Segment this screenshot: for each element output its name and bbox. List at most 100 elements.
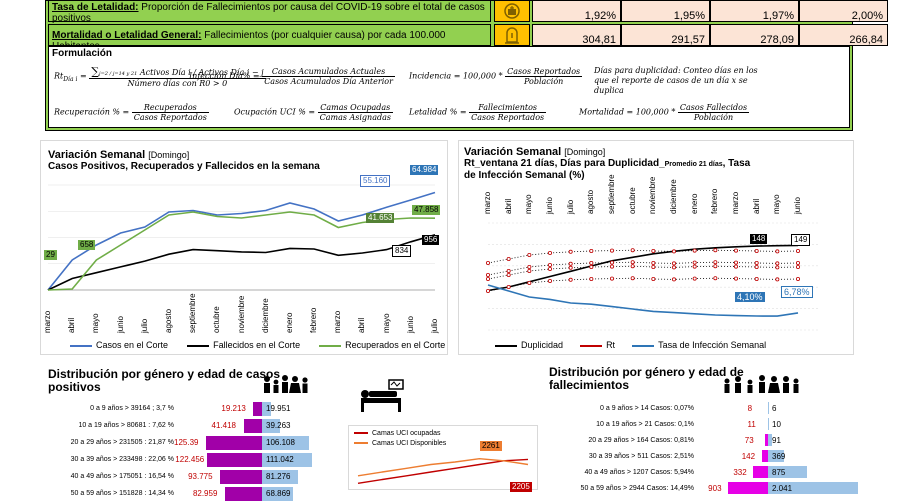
data-label: 47.858: [412, 205, 440, 215]
rt-point: [486, 261, 489, 264]
male-value: 6: [772, 404, 776, 413]
x-tick-label: septiembre: [607, 174, 616, 214]
chart-legend: Duplicidad Rt Tasa de Infección Semanal: [495, 340, 766, 350]
icu-legend: Camas UCI ocupadas Camas UCI Disponibles: [354, 430, 446, 447]
chart-title: Variación Semanal [Domingo]: [464, 146, 605, 158]
rt-point: [528, 281, 531, 284]
rt-point: [796, 277, 799, 280]
pyramid-row-label: 40 a 49 años > 175051 : 16,54 %: [48, 473, 174, 480]
rt-point: [776, 250, 779, 253]
x-tick-label: junio: [406, 316, 415, 333]
rt-point: [610, 277, 613, 280]
female-value: 8: [748, 404, 752, 413]
rt-point: [796, 265, 799, 268]
rt-point: [693, 249, 696, 252]
series-line-rt: [488, 250, 798, 263]
rt-point: [548, 263, 551, 266]
series-lines: [358, 459, 528, 484]
male-value: 2.041: [772, 484, 792, 493]
rt-point: [569, 266, 572, 269]
x-tick-label: marzo: [483, 192, 492, 214]
pyramid-row-label: 20 a 29 años > 231505 : 21,87 %: [48, 439, 174, 446]
male-value: 10: [772, 420, 781, 429]
female-bar: [244, 419, 262, 433]
male-value: 19.951: [266, 404, 290, 413]
x-tick-label: julio: [140, 319, 149, 333]
x-tick-label: febrero: [309, 308, 318, 333]
female-bar: [220, 470, 262, 484]
male-value: 369: [772, 452, 785, 461]
rt-point: [734, 249, 737, 252]
rt-point: [714, 277, 717, 280]
legend-swatch: [354, 432, 368, 434]
x-tick-label: mayo: [524, 194, 533, 214]
pyramid-row-label: 0 a 9 años > 39164 ; 3,7 %: [48, 405, 174, 412]
pyramid-row-label: 30 a 39 años > 511 Casos: 2,51%: [560, 453, 694, 460]
formula-infeccion: Infección Día% = Casos Acumulados Actual…: [189, 67, 395, 86]
metric-value: 304,81: [532, 24, 621, 46]
data-label: 834: [392, 245, 411, 257]
x-tick-label: junio: [116, 316, 125, 333]
rt-point: [631, 249, 634, 252]
rt-point: [486, 273, 489, 276]
female-bar: [207, 453, 262, 467]
data-label: 2261: [480, 441, 502, 451]
rt-point: [652, 277, 655, 280]
series-line-2: [48, 235, 435, 290]
x-tick-label: marzo: [731, 192, 740, 214]
x-tick-label: agosto: [164, 309, 173, 333]
legend-swatch: [632, 345, 654, 347]
male-value: 91: [772, 436, 781, 445]
rt-point: [652, 265, 655, 268]
x-tick-label: noviembre: [237, 296, 246, 333]
x-tick-label: agosto: [586, 190, 595, 214]
rt-point: [507, 285, 510, 288]
section-title: Distribución por género y edad de casos …: [48, 368, 288, 394]
rt-point: [528, 253, 531, 256]
rt-point: [569, 278, 572, 281]
x-tick-label: marzo: [333, 311, 342, 333]
female-value: 11: [748, 420, 756, 429]
series-lines: [486, 245, 799, 316]
rt-point: [672, 278, 675, 281]
female-value: 19.213: [221, 404, 245, 413]
grid: [48, 185, 435, 290]
male-value: 68.869: [266, 489, 290, 498]
rt-point: [734, 277, 737, 280]
data-label: 148: [750, 234, 767, 244]
female-value: 142: [742, 452, 755, 461]
pyramid-row-label: 50 a 59 años > 151828 : 14,34 %: [48, 490, 174, 497]
family-icon: [262, 374, 310, 401]
x-tick-label: octubre: [628, 187, 637, 214]
formula-duplicidad: Días para duplicidad: Conteo días en los…: [594, 66, 764, 96]
rt-point: [590, 265, 593, 268]
rt-point: [755, 265, 758, 268]
rt-point: [528, 269, 531, 272]
data-label: 956: [422, 235, 439, 245]
rt-point: [507, 269, 510, 272]
rt-point: [652, 249, 655, 252]
family-icon: [722, 374, 800, 401]
series-line-1: [48, 193, 435, 291]
rt-point: [569, 250, 572, 253]
rt-point: [652, 261, 655, 264]
rt-point: [548, 251, 551, 254]
legend-swatch: [495, 345, 517, 347]
rt-point: [714, 265, 717, 268]
x-tick-label: noviembre: [648, 177, 657, 214]
pyramid-row-label: 20 a 29 años > 164 Casos: 0,81%: [560, 437, 694, 444]
rt-point: [693, 277, 696, 280]
female-value: 41.418: [212, 421, 236, 430]
rt-point: [693, 261, 696, 264]
metric-value: 1,97%: [710, 0, 799, 22]
series-line-duplicidad: [488, 245, 798, 290]
formula-box: Formulación RtDía i = ∑j=2 / j=14 y 21 A…: [48, 46, 850, 128]
rt-point: [672, 262, 675, 265]
rt-point: [714, 249, 717, 252]
x-tick-label: marzo: [43, 311, 52, 333]
rt-point: [590, 261, 593, 264]
grid: [488, 223, 818, 330]
